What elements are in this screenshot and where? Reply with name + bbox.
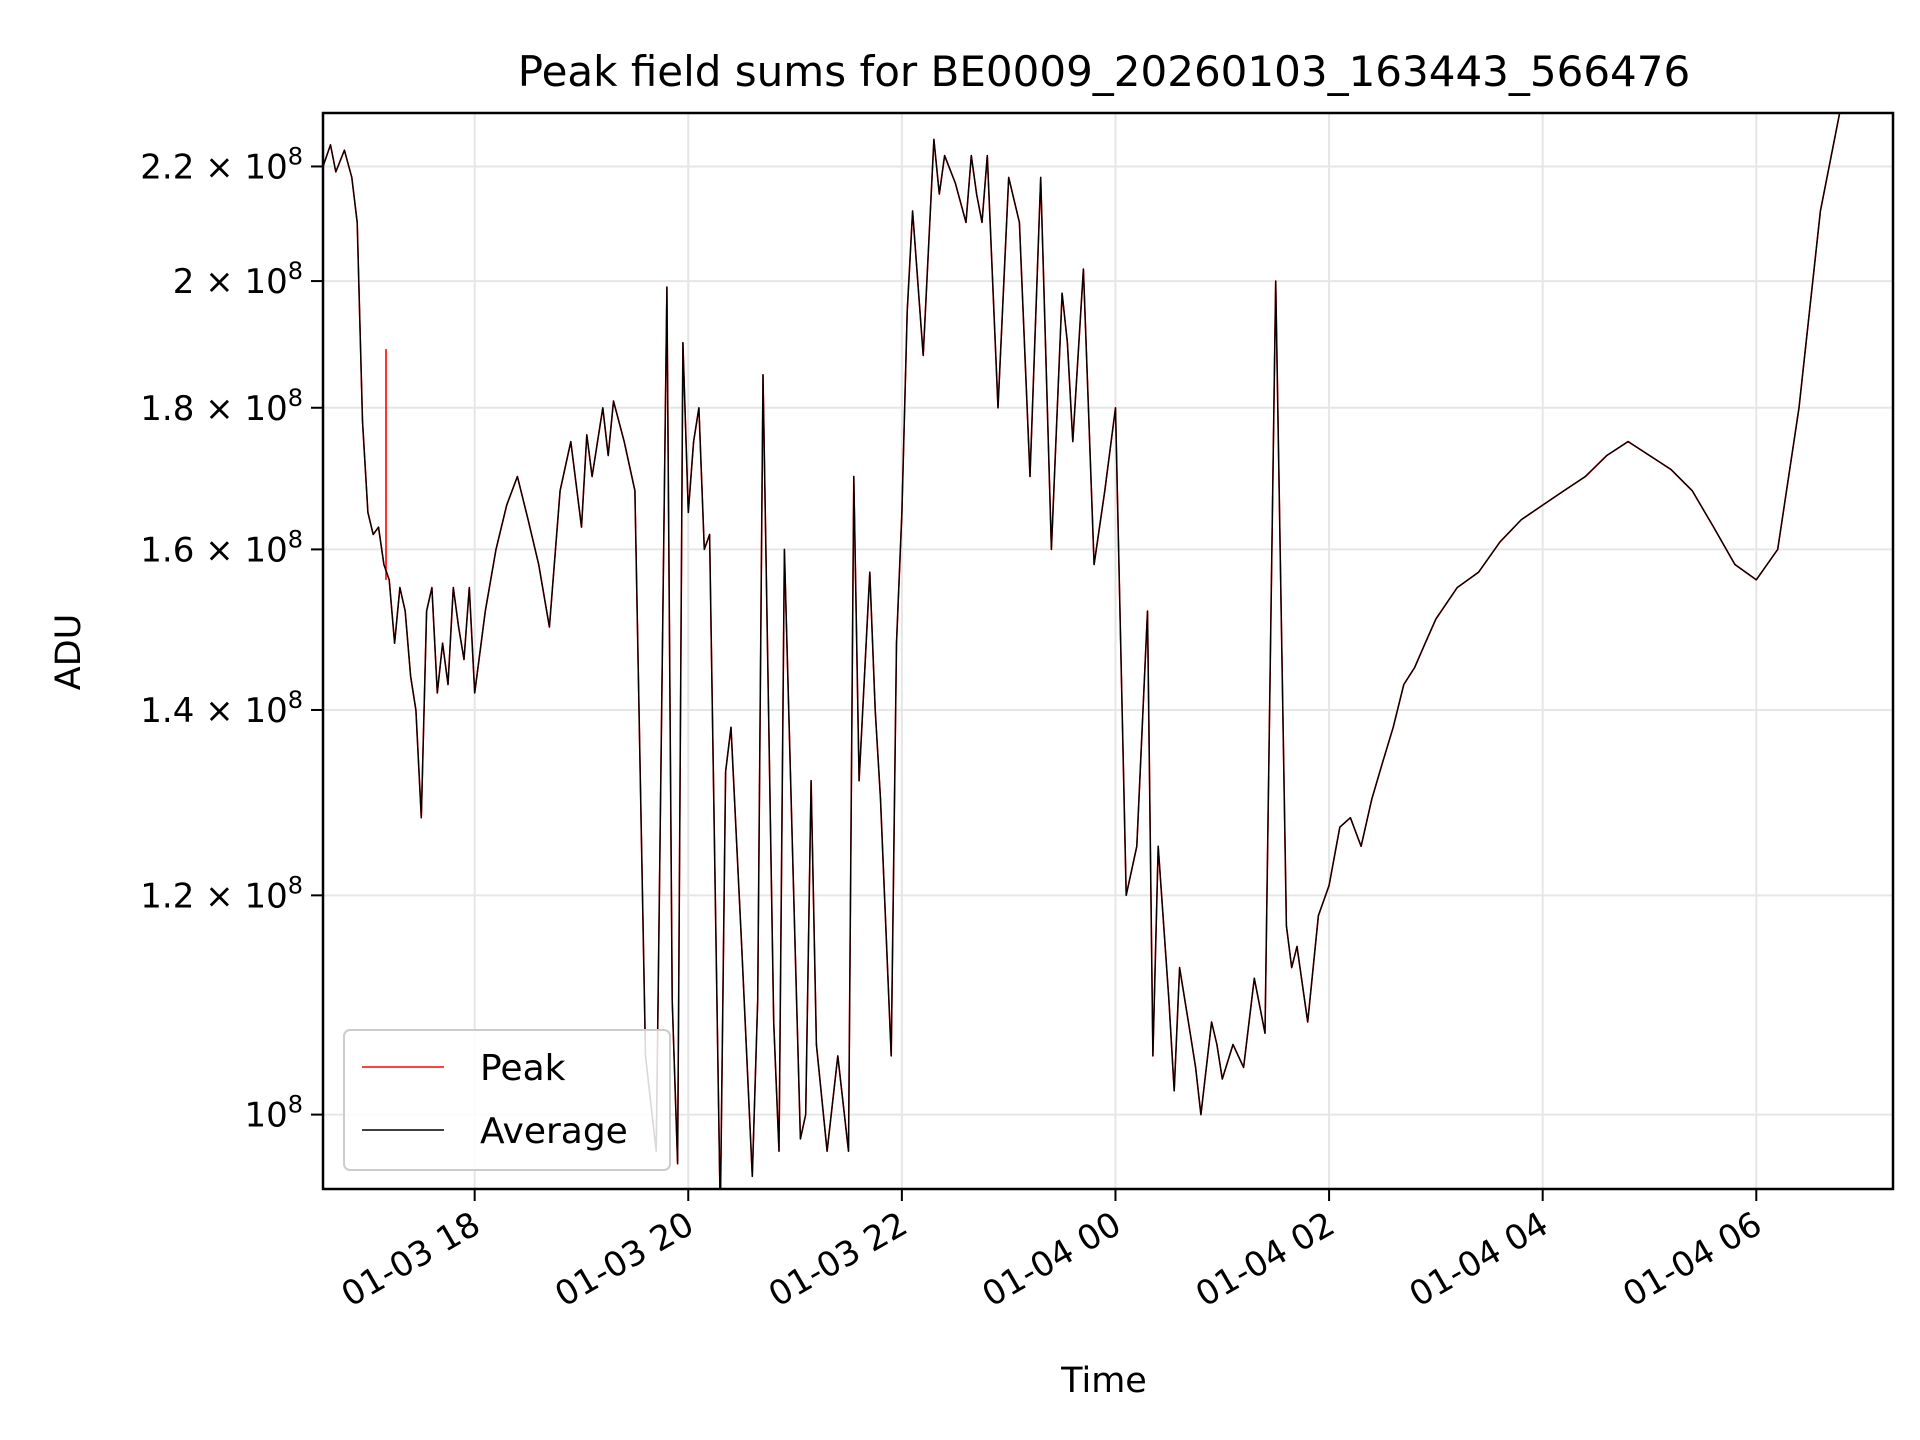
y-tick-label: 1.8 × 108 [140,384,303,429]
x-tick-label: 01-04 00 [976,1204,1128,1315]
y-axis-ticks: 108 1.2 × 108 1.4 × 108 1.6 × 108 1.8 × 108 2… [140,142,323,1136]
y-tick-label: 1.2 × 108 [140,871,303,916]
x-tick-label: 01-03 20 [548,1204,700,1315]
x-tick-label: 01-04 02 [1189,1204,1341,1315]
x-tick-label: 01-03 22 [762,1204,914,1315]
plot-frame [321,111,1895,1191]
x-axis-ticks: 01-03 18 01-03 20 01-03 22 01-04 00 01-04 02… [335,1189,1769,1315]
legend-label-peak: Peak [480,1048,566,1089]
x-axis-label: Time [1060,1361,1147,1401]
x-tick-label: 01-03 18 [335,1204,487,1315]
legend-box [343,1029,671,1171]
y-axis-label: ADU [49,614,89,691]
series-line-average [323,113,1841,1189]
grid [323,113,1893,1189]
y-tick-label: 1.6 × 108 [140,525,303,570]
chart-title: Peak field sums for BE0009_20260103_1634… [518,47,1690,96]
x-tick-label: 01-04 04 [1403,1204,1555,1315]
y-tick-label: 108 [244,1091,303,1136]
y-tick-label: 1.4 × 108 [140,686,303,731]
y-tick-label: 2 × 108 [173,257,303,302]
x-tick-label: 01-04 06 [1616,1204,1768,1315]
legend-label-average: Average [480,1111,628,1152]
plot-series [323,113,1841,1189]
legend: Peak Average [343,1029,671,1171]
y-tick-label: 2.2 × 108 [140,142,303,187]
